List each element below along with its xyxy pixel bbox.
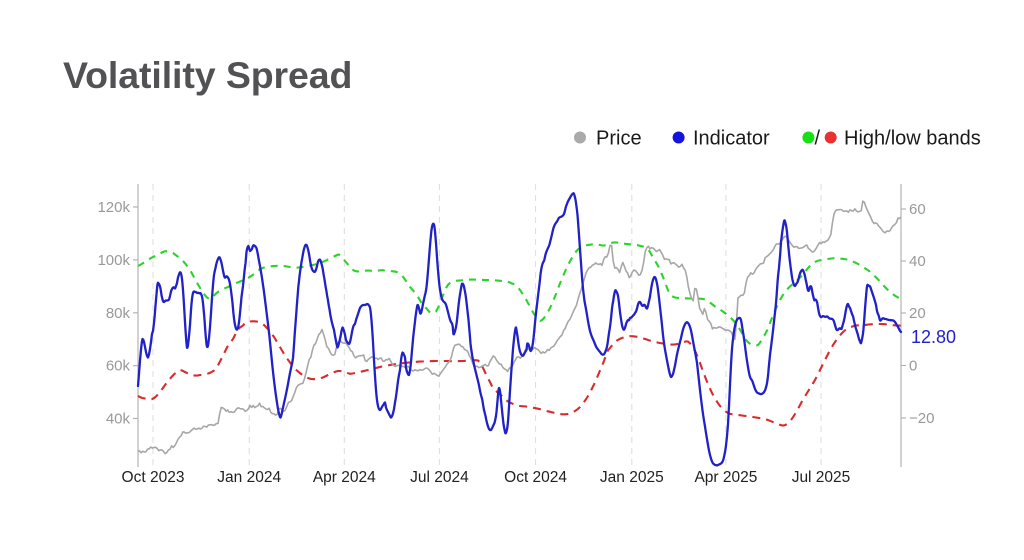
svg-text:80k: 80k: [106, 305, 131, 322]
svg-text:100k: 100k: [97, 252, 130, 269]
svg-text:Jul 2024: Jul 2024: [410, 469, 469, 486]
svg-text:Jan 2025: Jan 2025: [600, 469, 664, 486]
svg-text:60k: 60k: [106, 358, 131, 375]
svg-text:/: /: [815, 128, 821, 150]
svg-text:Jul 2025: Jul 2025: [792, 469, 851, 486]
svg-text:High/low bands: High/low bands: [844, 128, 981, 150]
svg-text:Apr 2024: Apr 2024: [313, 469, 376, 486]
svg-text:0: 0: [909, 358, 917, 375]
svg-text:−20: −20: [909, 410, 934, 427]
svg-text:Oct 2024: Oct 2024: [504, 469, 567, 486]
svg-text:120k: 120k: [97, 199, 130, 216]
svg-text:60: 60: [909, 201, 926, 218]
svg-text:Indicator: Indicator: [693, 128, 770, 150]
svg-text:Apr 2025: Apr 2025: [694, 469, 757, 486]
svg-text:Price: Price: [596, 128, 642, 150]
svg-text:40: 40: [909, 253, 926, 270]
svg-text:40k: 40k: [106, 411, 131, 428]
svg-text:20: 20: [909, 305, 926, 322]
svg-text:Jan 2024: Jan 2024: [217, 469, 281, 486]
svg-text:Oct 2023: Oct 2023: [122, 469, 185, 486]
svg-text:12.80: 12.80: [911, 327, 956, 347]
